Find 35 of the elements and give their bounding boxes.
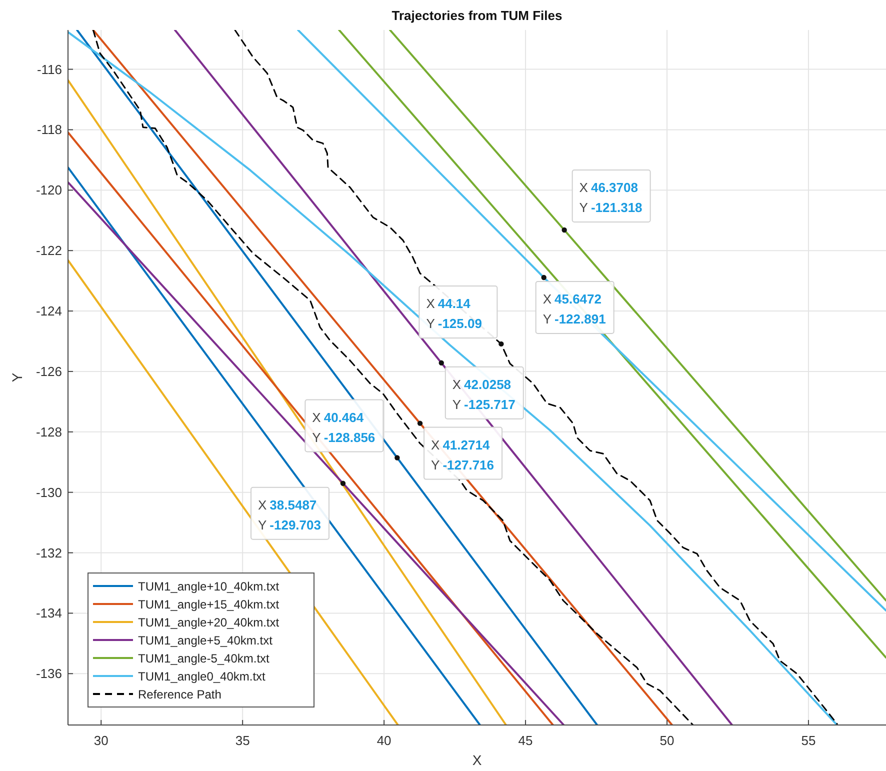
- annotation: X 42.0258 Y -125.717: [452, 376, 516, 412]
- y-tick-label: -120: [36, 182, 62, 198]
- annotation: X 40.464 Y -128.856: [312, 410, 376, 445]
- annotation: X 44.14 Y -125.09: [426, 296, 482, 331]
- x-tick-label: 45: [518, 733, 533, 748]
- y-tick-label: -134: [36, 606, 62, 621]
- y-tick-label: -126: [36, 364, 62, 379]
- x-tick-label: 55: [801, 733, 816, 748]
- y-tick-label: -122: [36, 243, 62, 258]
- legend-label: TUM1_angle-5_40km.txt: [138, 652, 270, 666]
- y-tick-label: -124: [36, 304, 62, 319]
- annotation: X 41.2714 Y -127.716: [431, 437, 494, 472]
- legend-label: TUM1_angle+15_40km.txt: [138, 598, 280, 612]
- x-tick-label: 35: [235, 733, 250, 748]
- annotation: X 38.5487 Y -129.703: [258, 497, 321, 532]
- x-tick-label: 50: [660, 733, 674, 748]
- legend-label: TUM1_angle+5_40km.txt: [138, 634, 274, 648]
- legend-label: Reference Path: [138, 688, 222, 702]
- x-axis-title: X: [472, 752, 482, 768]
- x-tick-label: 30: [94, 733, 108, 748]
- y-tick-label: -128: [36, 424, 62, 440]
- annotation: X 45.6472 Y -122.891: [542, 292, 606, 327]
- y-tick-label: -118: [36, 122, 62, 138]
- y-tick-label: -132: [36, 545, 62, 560]
- legend-label: TUM1_angle+10_40km.txt: [138, 580, 280, 594]
- annotation: X 46.3708 Y -121.318: [579, 180, 642, 215]
- x-tick-label: 40: [376, 733, 392, 748]
- y-axis-title: Y: [9, 372, 25, 382]
- point: [498, 341, 504, 347]
- legend-label: TUM1_angle+20_40km.txt: [138, 616, 280, 630]
- y-tick-label: -116: [36, 62, 62, 77]
- chart-title: Trajectories from TUM Files: [392, 8, 562, 23]
- legend-label: TUM1_angle0_40km.txt: [138, 670, 266, 684]
- y-tick-label: -136: [36, 666, 62, 682]
- y-tick-label: -130: [36, 484, 62, 500]
